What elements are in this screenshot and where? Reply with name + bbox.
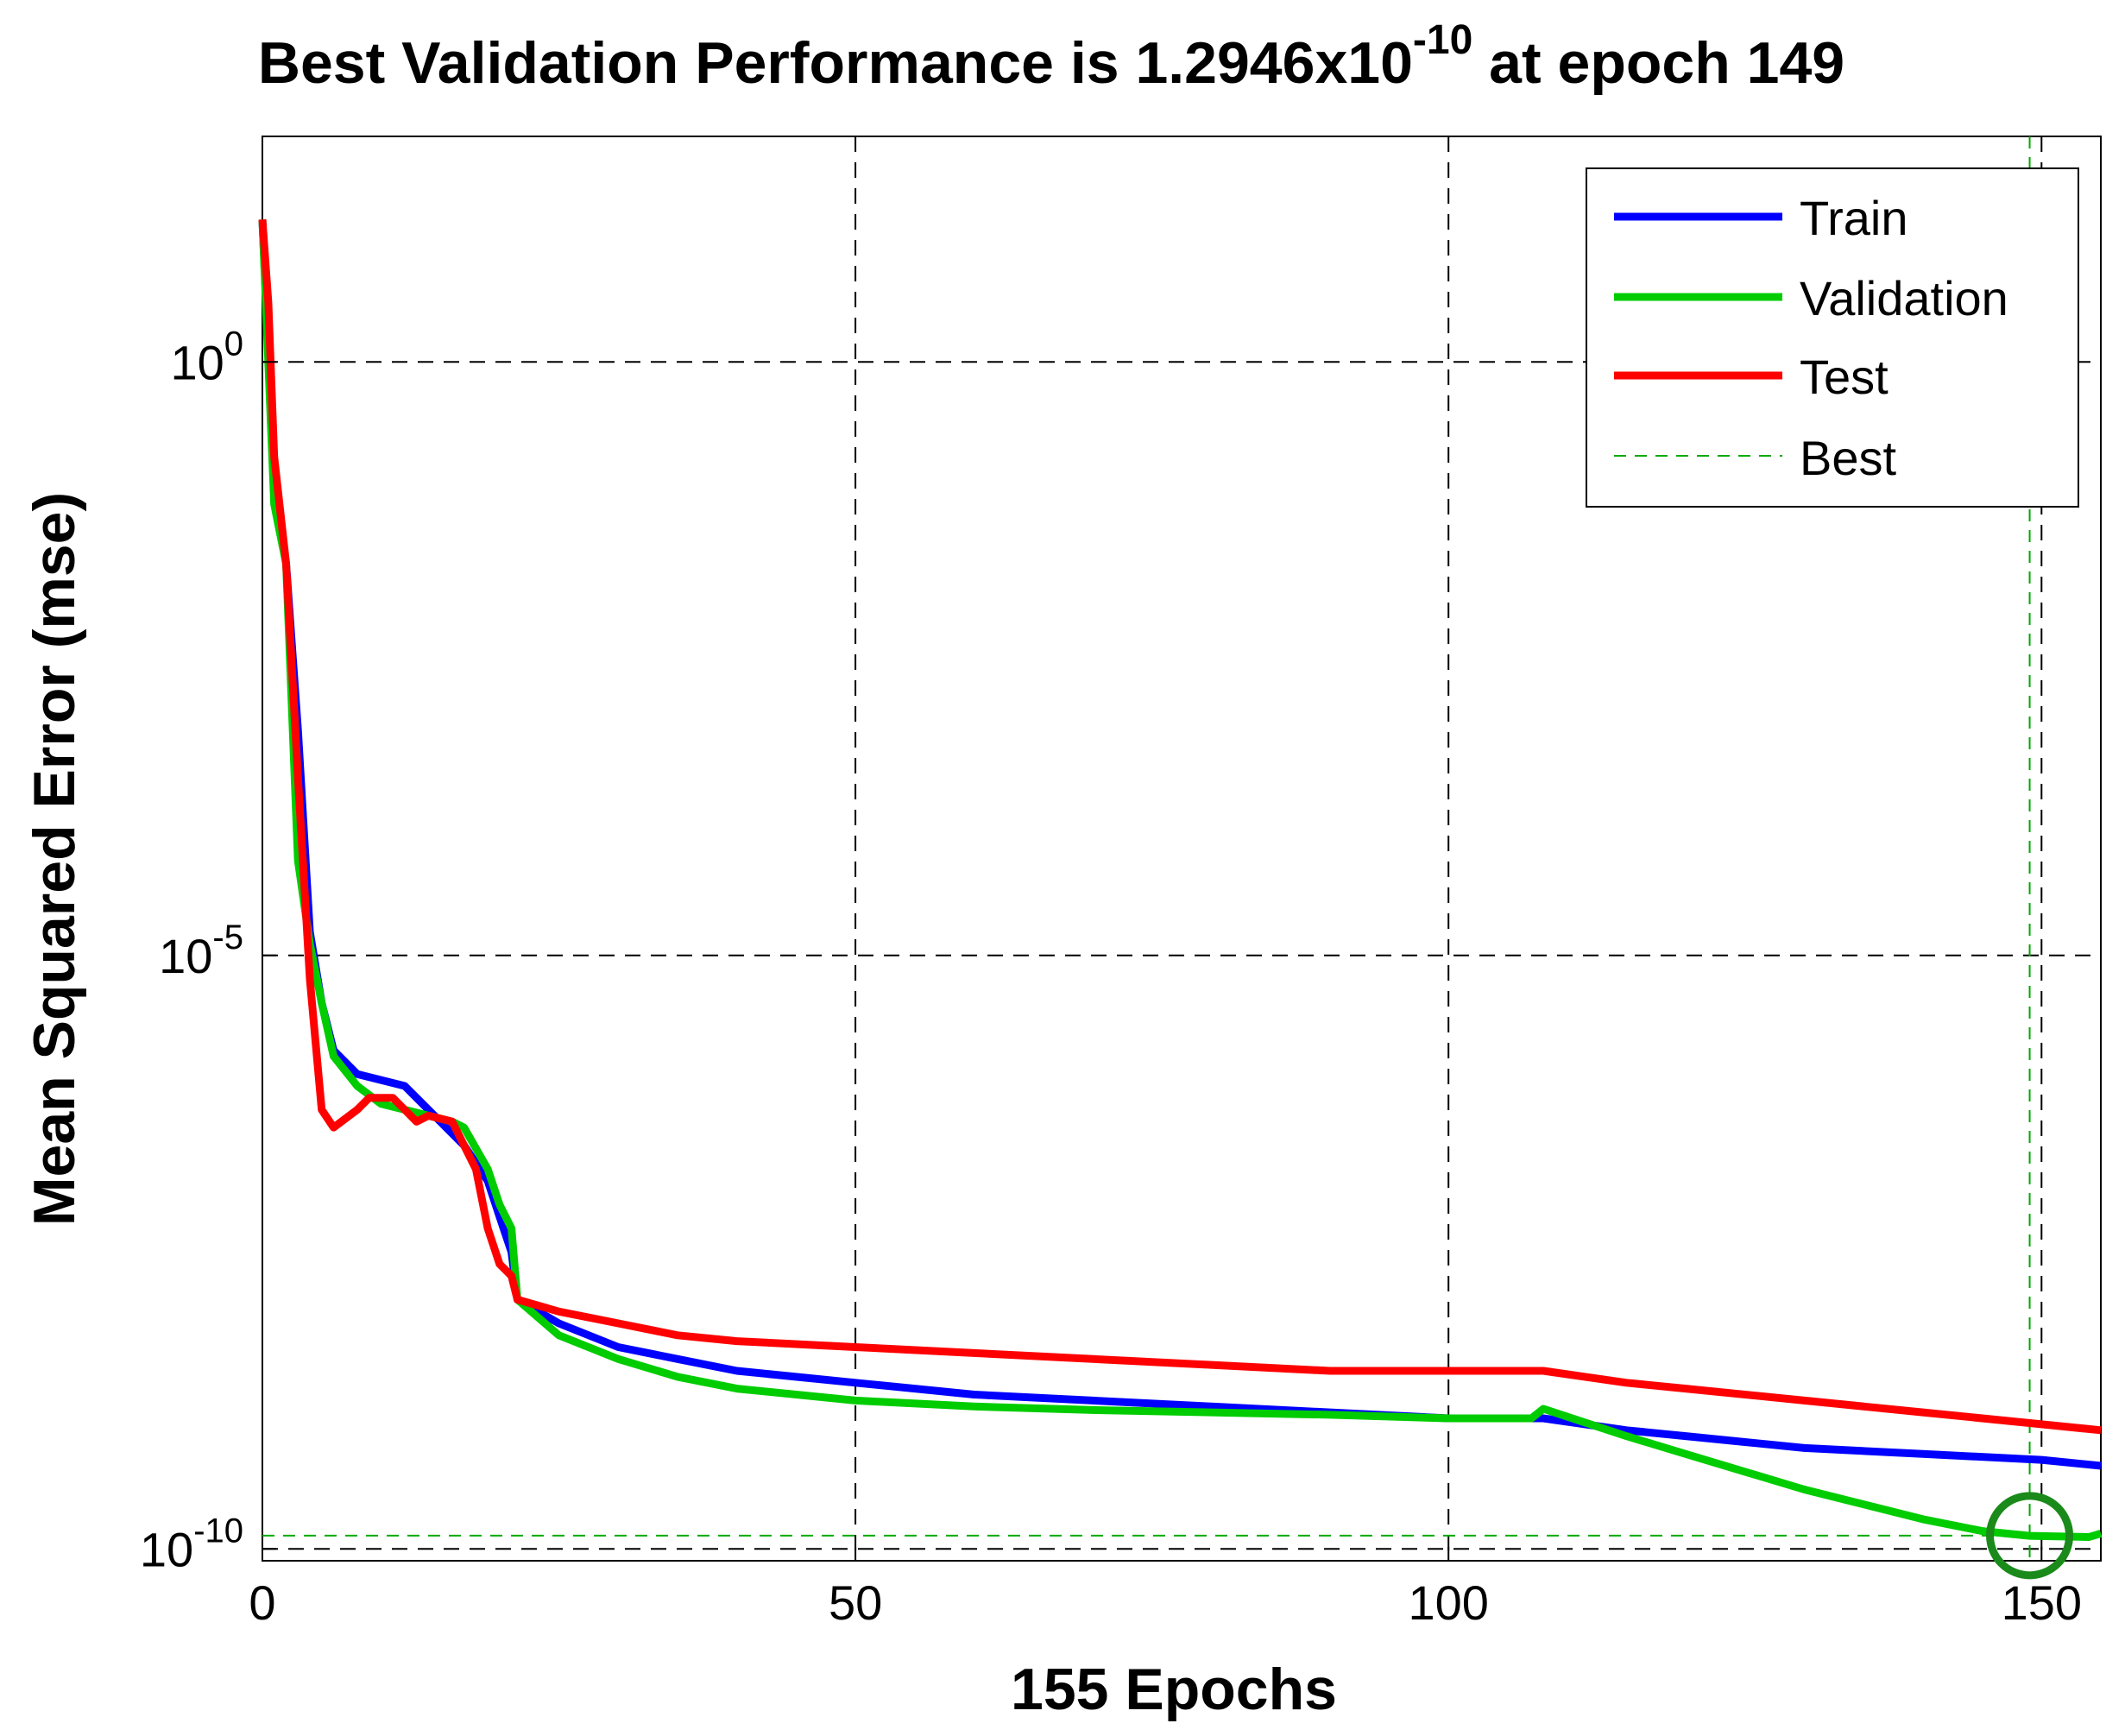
best-circle (1986, 1492, 2074, 1580)
x-tick-label: 0 (249, 1575, 275, 1630)
y-tick-label: 100 (170, 325, 243, 389)
x-axis-label: 155 Epochs (1011, 1657, 1337, 1722)
x-tick-label: 150 (2002, 1575, 2082, 1630)
series-line-test (258, 218, 2102, 1435)
axis-ticks: 0 50 100 150 100 10-5 10-10 (140, 325, 2082, 1630)
y-axis-label: Mean Squared Error (mse) (22, 492, 87, 1226)
series-lines (258, 218, 2103, 1541)
best-marker (1986, 1492, 2074, 1580)
legend-best-label: Best (1800, 431, 1896, 485)
x-tick-label: 50 (829, 1575, 882, 1630)
legend-test-label: Test (1800, 350, 1889, 404)
legend-train-label: Train (1800, 191, 1908, 245)
chart-title-suffix: at epoch 149 (1472, 30, 1844, 96)
chart-title-exponent: -10 (1413, 17, 1472, 63)
x-tick-label: 100 (1408, 1575, 1488, 1630)
legend-validation-label: Validation (1800, 271, 2008, 325)
chart-title-text: Best Validation Performance is 1.2946x10 (258, 30, 1413, 96)
legend-box (1586, 167, 2079, 508)
y-tick-label: 10-5 (159, 919, 243, 983)
chart-title: Best Validation Performance is 1.2946x10… (258, 17, 1844, 96)
legend: Train Validation Test Best (1586, 167, 2079, 508)
series-line-validation (258, 219, 2103, 1541)
y-tick-label: 10-10 (140, 1512, 243, 1576)
